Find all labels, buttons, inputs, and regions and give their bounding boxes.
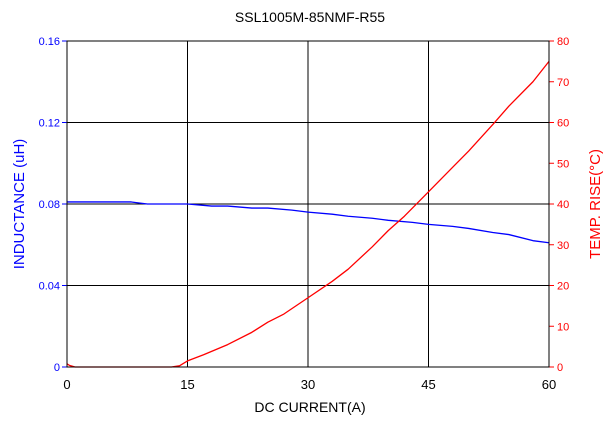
right-tick-label: 80 [557, 36, 569, 48]
x-tick-label: 30 [301, 377, 315, 392]
x-tick-label: 60 [542, 377, 556, 392]
grid-lines [66, 40, 550, 368]
right-tick-label: 40 [557, 199, 569, 211]
x-tick-label: 45 [421, 377, 435, 392]
left-tick-label: 0.08 [39, 199, 60, 211]
left-axis-ticks: 0 0.04 0.08 0.12 0.16 [39, 36, 67, 374]
chart-title: SSL1005M-85NMF-R55 [235, 9, 385, 25]
right-tick-label: 20 [557, 281, 569, 293]
x-axis-ticks: 0 15 30 45 60 [63, 377, 556, 392]
left-tick-label: 0.16 [39, 36, 60, 48]
right-tick-label: 70 [557, 77, 569, 89]
x-axis-label: DC CURRENT(A) [254, 399, 365, 415]
left-tick-label: 0.04 [39, 281, 60, 293]
right-tick-label: 30 [557, 240, 569, 252]
right-tick-label: 60 [557, 118, 569, 130]
right-tick-label: 50 [557, 158, 569, 170]
plot-frame [66, 40, 550, 368]
x-tick-label: 15 [180, 377, 194, 392]
left-axis-label: INDUCTANCE (uH) [11, 139, 28, 270]
inductance-line [67, 201, 550, 244]
left-tick-label: 0 [54, 362, 60, 374]
left-tick-label: 0.12 [39, 118, 60, 130]
right-tick-label: 0 [557, 362, 563, 374]
x-tick-label: 0 [63, 377, 70, 392]
right-tick-label: 10 [557, 321, 569, 333]
right-axis-ticks: 0 10 20 30 40 50 60 70 80 [549, 36, 569, 374]
right-axis-label: TEMP. RISE(°C) [587, 149, 604, 259]
